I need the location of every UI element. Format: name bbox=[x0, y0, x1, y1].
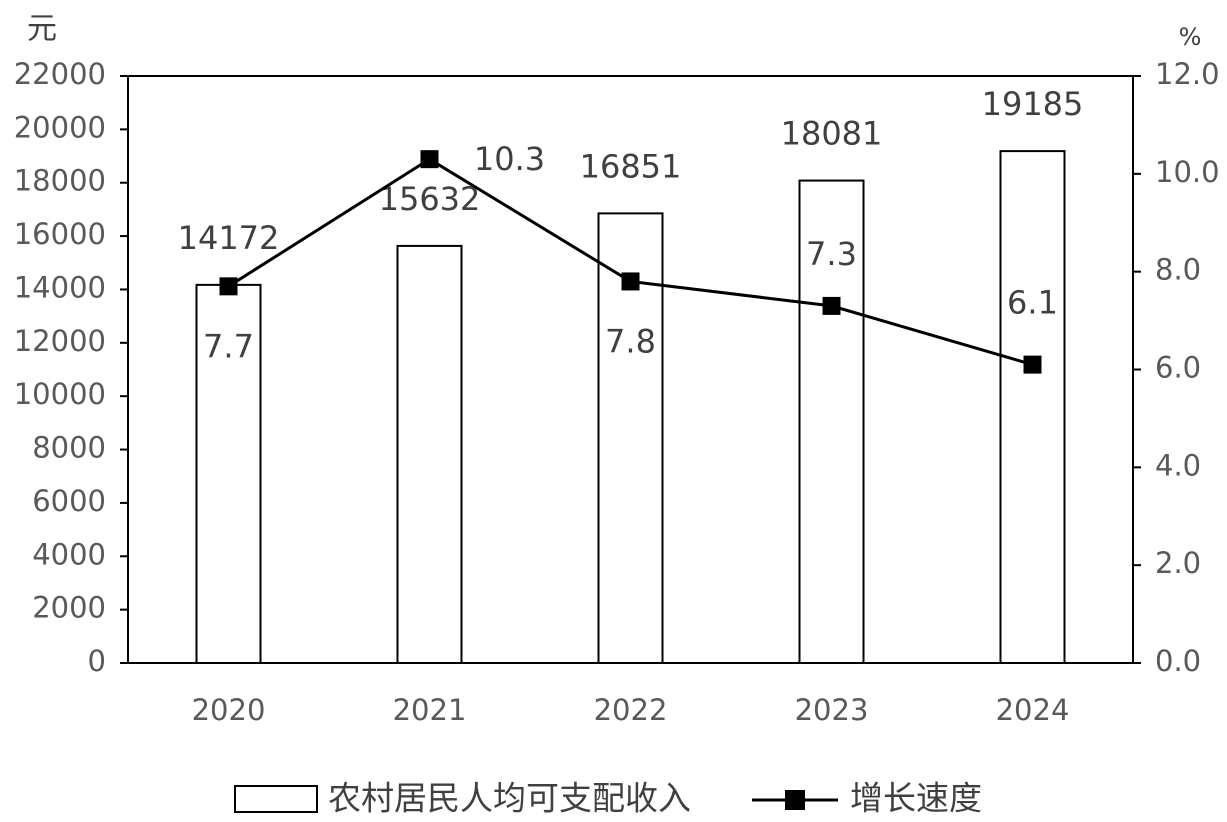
x-tick-label: 2022 bbox=[594, 693, 668, 727]
y-tick-label: 0 bbox=[88, 644, 106, 678]
line-value-label: 6.1 bbox=[1007, 284, 1058, 322]
y-tick-label: 18000 bbox=[14, 164, 106, 198]
legend-swatch bbox=[234, 785, 318, 813]
y-tick-label: 14000 bbox=[14, 270, 106, 304]
line-value-label: 7.8 bbox=[605, 322, 656, 360]
y-tick-label: 12000 bbox=[14, 324, 106, 358]
y-tick-label: 10000 bbox=[14, 377, 106, 411]
bar bbox=[999, 150, 1066, 664]
line-value-label: 7.3 bbox=[806, 235, 857, 273]
bar-value-label: 16851 bbox=[580, 147, 682, 185]
line-marker bbox=[822, 296, 841, 315]
y-tick-label: 16000 bbox=[14, 217, 106, 251]
x-tick-label: 2023 bbox=[795, 693, 869, 727]
y2-tick-label: 8.0 bbox=[1155, 253, 1201, 287]
bar-value-label: 18081 bbox=[781, 115, 883, 153]
line-marker bbox=[219, 277, 238, 296]
y2-tick-label: 0.0 bbox=[1155, 644, 1201, 678]
legend-label: 农村居民人均可支配收入 bbox=[328, 779, 691, 818]
y-tick-label: 8000 bbox=[32, 431, 106, 465]
y2-tick-label: 6.0 bbox=[1155, 351, 1201, 385]
y-axis-label: 元 bbox=[27, 12, 57, 47]
y2-tick-label: 4.0 bbox=[1155, 448, 1201, 482]
line-value-label: 10.3 bbox=[474, 140, 545, 178]
y-tick-label: 4000 bbox=[32, 537, 106, 571]
bar-value-label: 15632 bbox=[379, 180, 481, 218]
bar bbox=[396, 244, 463, 664]
y-tick-label: 20000 bbox=[14, 110, 106, 144]
line-marker bbox=[621, 272, 640, 291]
y2-tick-label: 10.0 bbox=[1155, 155, 1220, 189]
line-marker bbox=[1023, 355, 1042, 374]
bar-value-label: 14172 bbox=[178, 219, 280, 257]
legend-swatch bbox=[785, 790, 805, 810]
legend-label: 增长速度 bbox=[850, 779, 982, 818]
x-tick-label: 2021 bbox=[393, 693, 467, 727]
bar-value-label: 19185 bbox=[982, 85, 1084, 123]
bar bbox=[195, 283, 262, 664]
y2-axis-label: % bbox=[1179, 23, 1202, 51]
line-marker bbox=[420, 150, 439, 169]
y2-tick-label: 2.0 bbox=[1155, 546, 1201, 580]
x-tick-label: 2020 bbox=[192, 693, 266, 727]
bar bbox=[597, 212, 664, 665]
y-tick-label: 22000 bbox=[14, 57, 106, 91]
y-tick-label: 6000 bbox=[32, 484, 106, 518]
y-tick-label: 2000 bbox=[32, 591, 106, 625]
y2-tick-label: 12.0 bbox=[1155, 57, 1220, 91]
x-tick-label: 2024 bbox=[996, 693, 1070, 727]
line-value-label: 7.7 bbox=[203, 327, 254, 365]
bar bbox=[798, 179, 865, 664]
